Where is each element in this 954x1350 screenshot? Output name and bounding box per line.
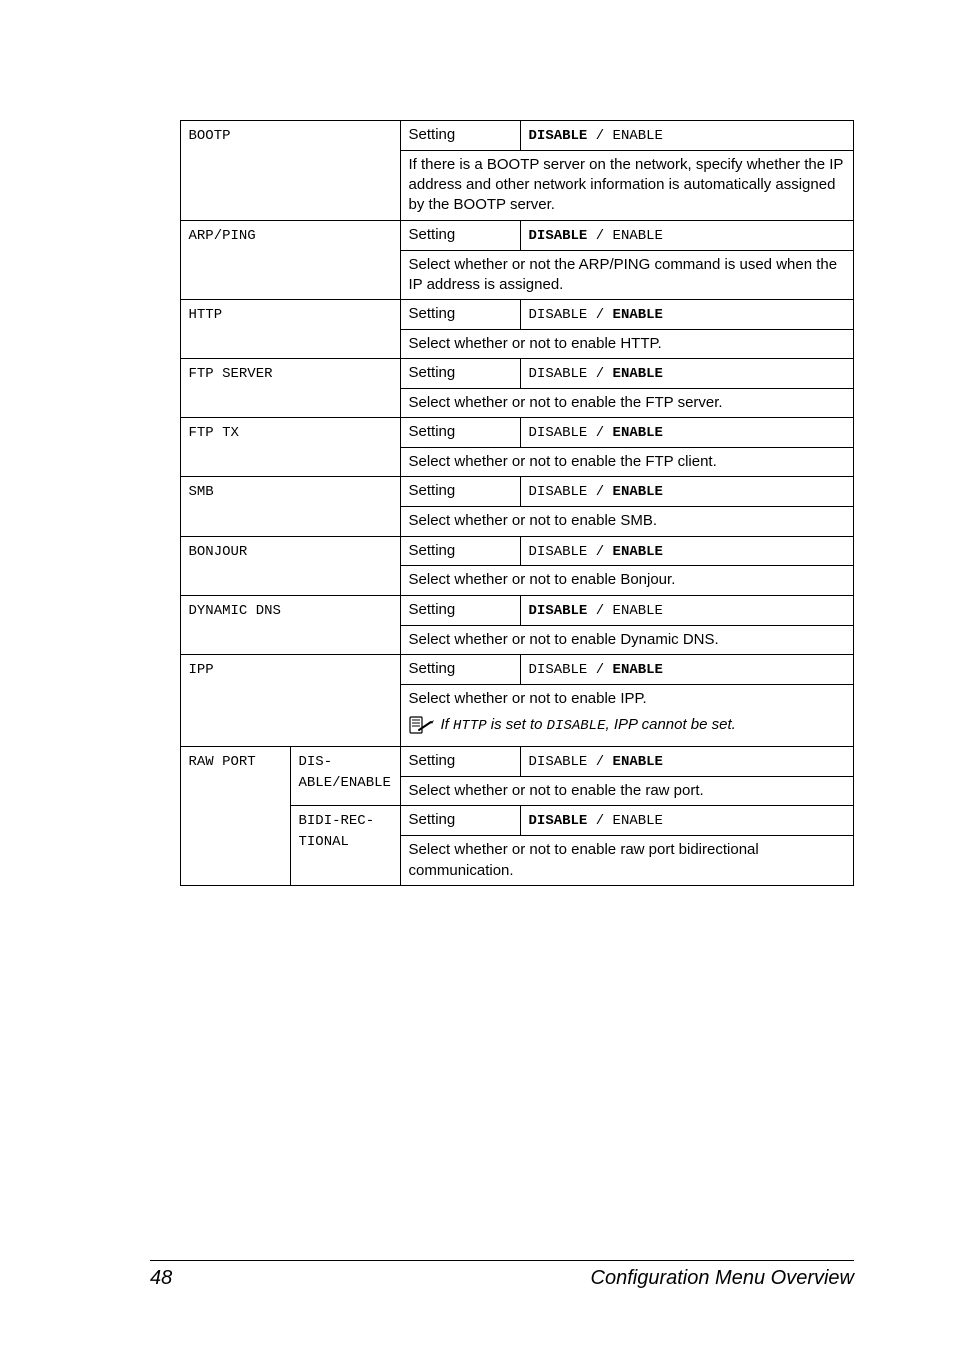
setting-label: Setting [409,811,456,828]
row-label: DIS-ABLE/ENABLE [299,754,391,791]
row-desc: Select whether or not to enable raw port… [400,836,853,886]
row-label: BIDI-REC-TIONAL [299,813,375,850]
row-label: BONJOUR [189,544,248,560]
row-label: DYNAMIC DNS [189,603,281,619]
setting-label: Setting [409,752,456,769]
row-desc: If there is a BOOTP server on the networ… [400,150,853,220]
setting-value: DISABLE / ENABLE [520,418,853,448]
table-row: HTTP Setting DISABLE / ENABLE [150,300,854,330]
row-desc: Select whether or not to enable the FTP … [400,389,853,418]
setting-value: DISABLE / ENABLE [520,477,853,507]
setting-label: Setting [409,601,456,618]
row-desc: Select whether or not the ARP/PING comma… [400,250,853,300]
setting-value: DISABLE / ENABLE [520,536,853,566]
row-label: FTP TX [189,425,239,441]
row-desc: Select whether or not to enable the raw … [400,777,853,806]
note: If HTTP is set to DISABLE, IPP cannot be… [409,709,845,742]
setting-value: DISABLE / ENABLE [520,300,853,330]
row-desc: Select whether or not to enable HTTP. [400,329,853,358]
setting-value: DISABLE / ENABLE [520,654,853,684]
settings-table: BOOTP Setting DISABLE / ENABLE If there … [150,120,854,886]
row-desc: Select whether or not to enable Bonjour. [400,566,853,595]
row-desc: Select whether or not to enable IPP. [409,689,845,709]
setting-label: Setting [409,660,456,677]
table-row: BONJOUR Setting DISABLE / ENABLE [150,536,854,566]
row-desc: Select whether or not to enable the FTP … [400,448,853,477]
ipp-desc-cell: Select whether or not to enable IPP. [400,684,853,747]
row-label: FTP SERVER [189,366,273,382]
table-row: FTP TX Setting DISABLE / ENABLE [150,418,854,448]
setting-value: DISABLE / ENABLE [520,747,853,777]
setting-label: Setting [409,482,456,499]
setting-value: DISABLE / ENABLE [520,595,853,625]
content: BOOTP Setting DISABLE / ENABLE If there … [150,120,854,1230]
setting-label: Setting [409,423,456,440]
setting-label: Setting [409,305,456,322]
row-label: BOOTP [189,128,231,144]
setting-label: Setting [409,364,456,381]
setting-value: DISABLE / ENABLE [520,806,853,836]
row-group-label: RAW PORT [189,754,256,770]
row-desc: Select whether or not to enable Dynamic … [400,625,853,654]
page-footer: 48 Configuration Menu Overview [150,1260,854,1290]
setting-value: DISABLE / ENABLE [520,220,853,250]
page-number: 48 [150,1267,172,1290]
note-icon [409,716,435,742]
row-label: HTTP [189,307,223,323]
setting-value: DISABLE / ENABLE [520,359,853,389]
page-title: Configuration Menu Overview [591,1267,854,1290]
row-label: IPP [189,662,214,678]
setting-value: DISABLE / ENABLE [520,121,853,151]
row-label: ARP/PING [189,228,256,244]
page: BOOTP Setting DISABLE / ENABLE If there … [0,0,954,1350]
table-row: FTP SERVER Setting DISABLE / ENABLE [150,359,854,389]
note-text: If HTTP is set to DISABLE, IPP cannot be… [441,715,736,736]
setting-label: Setting [409,126,456,143]
table-row: IPP Setting DISABLE / ENABLE [150,654,854,684]
setting-label: Setting [409,542,456,559]
table-row: DYNAMIC DNS Setting DISABLE / ENABLE [150,595,854,625]
row-desc: Select whether or not to enable SMB. [400,507,853,536]
setting-label: Setting [409,226,456,243]
table-row: SMB Setting DISABLE / ENABLE [150,477,854,507]
table-row: BOOTP Setting DISABLE / ENABLE [150,121,854,151]
row-label: SMB [189,484,214,500]
table-row: ARP/PING Setting DISABLE / ENABLE [150,220,854,250]
table-row: RAW PORT DIS-ABLE/ENABLE Setting DISABLE… [150,747,854,777]
